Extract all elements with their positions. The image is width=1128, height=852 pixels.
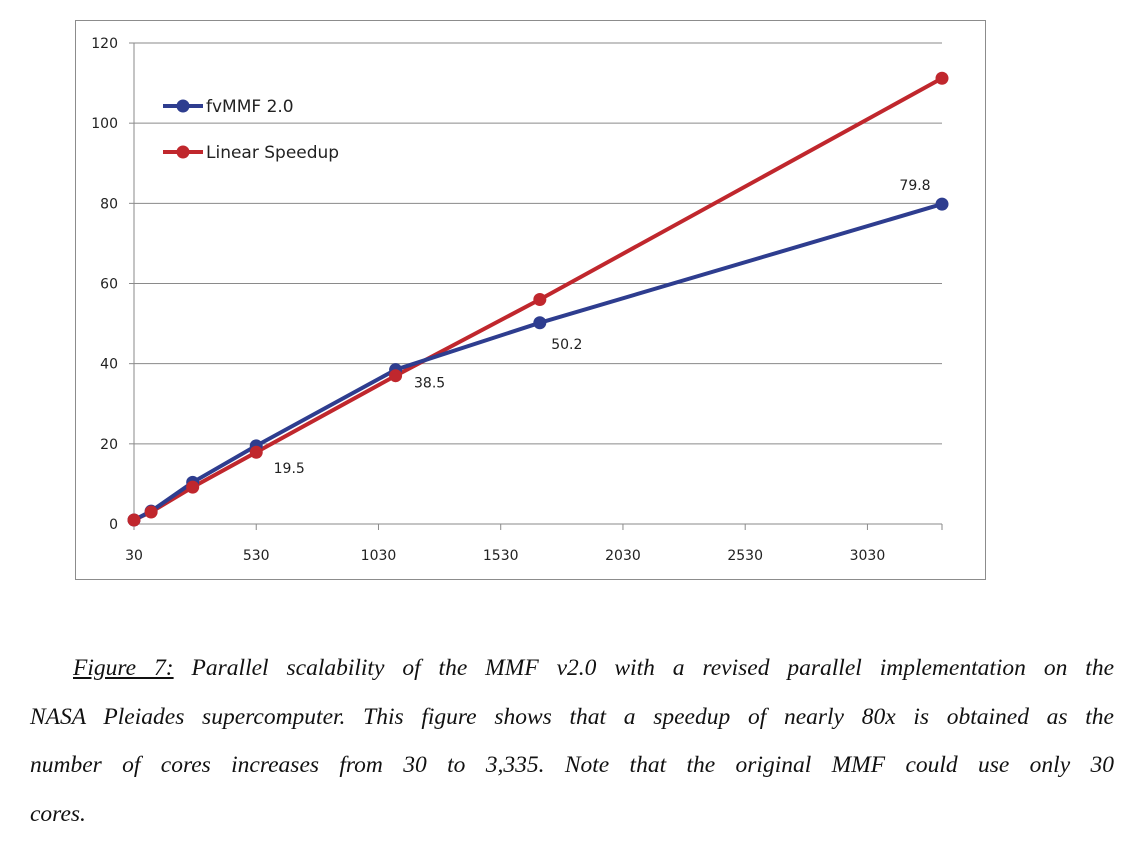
x-tick-label-1530: 1530 xyxy=(483,548,519,564)
caption-text-1: Parallel scalability of the MMF v2.0 wit… xyxy=(173,655,1114,681)
data-labels: 19.5 38.5 50.2 79.8 xyxy=(274,178,931,477)
point-linear-1 xyxy=(144,505,158,519)
x-tick-label-2530: 2530 xyxy=(727,548,763,564)
legend-marker-1 xyxy=(176,145,190,159)
point-fvmmf-5 xyxy=(533,316,547,330)
caption-line-3: number of cores increases from 30 to 3,3… xyxy=(30,752,1114,778)
y-tick-label-40: 40 xyxy=(100,357,118,373)
y-tick-label-0: 0 xyxy=(109,517,118,533)
figure-caption: Figure 7: Parallel scalability of the MM… xyxy=(30,644,1114,838)
data-label-19.5: 19.5 xyxy=(274,461,305,477)
caption-line-2: NASA Pleiades supercomputer. This figure… xyxy=(30,703,1114,730)
y-tick-label-60: 60 xyxy=(100,277,118,293)
legend-label-1: Linear Speedup xyxy=(206,143,339,163)
x-tick-label-530: 530 xyxy=(243,548,270,564)
point-linear-4 xyxy=(389,369,403,383)
x-tick-label-3030: 3030 xyxy=(850,548,886,564)
legend-marker-0 xyxy=(176,99,190,113)
data-label-79.8: 79.8 xyxy=(899,178,930,194)
x-tick-label-30: 30 xyxy=(125,548,143,564)
figure-label: Figure 7: xyxy=(73,655,174,681)
y-tick-label-80: 80 xyxy=(100,196,118,212)
point-linear-3 xyxy=(249,445,263,459)
point-fvmmf-6 xyxy=(935,197,949,211)
caption-line-1: Figure 7: Parallel scalability of the MM… xyxy=(30,644,1114,693)
legend: fvMMF 2.0 Linear Speedup xyxy=(163,97,339,163)
y-tick-label-20: 20 xyxy=(100,437,118,453)
series-lines xyxy=(127,71,949,527)
y-tick-label-120: 120 xyxy=(91,36,118,52)
point-linear-5 xyxy=(533,293,547,307)
speedup-line-chart: 0 20 40 60 80 100 120 30 530 1030 1530 2030 2530 3030… xyxy=(91,36,949,564)
caption-line-4: cores. xyxy=(30,800,86,827)
legend-label-0: fvMMF 2.0 xyxy=(206,97,294,117)
chart-frame xyxy=(75,20,986,580)
series-line-fvmmf xyxy=(133,202,943,522)
x-tick-label-1030: 1030 xyxy=(361,548,397,564)
point-linear-2 xyxy=(186,480,200,494)
y-tick-label-100: 100 xyxy=(91,116,118,132)
data-label-50.2: 50.2 xyxy=(551,337,582,353)
x-tick-label-2030: 2030 xyxy=(605,548,641,564)
axes: 0 20 40 60 80 100 120 30 530 1030 1530 2030 2530 3030 xyxy=(91,36,943,564)
point-linear-0 xyxy=(127,513,141,527)
data-label-38.5: 38.5 xyxy=(414,376,445,392)
point-linear-6 xyxy=(935,71,949,85)
